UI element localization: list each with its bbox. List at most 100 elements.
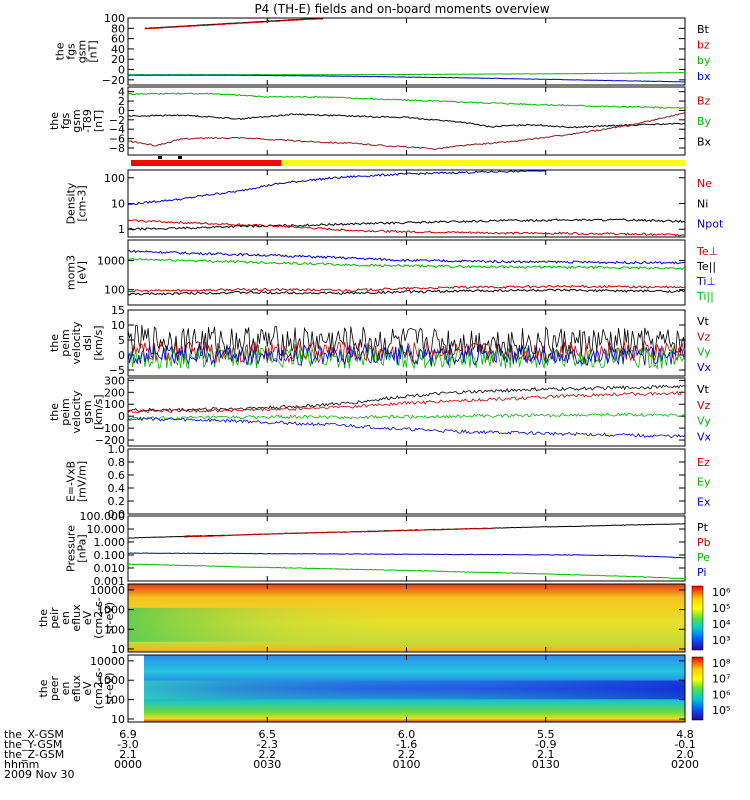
date-label: 2009 Nov 30	[4, 768, 74, 781]
colorbar-label: 10⁵	[712, 602, 730, 615]
y-tick-label: 5	[118, 334, 125, 347]
y-axis-label: peer	[48, 676, 61, 702]
series-line-vx	[127, 416, 686, 439]
y-tick-label: 100	[104, 12, 125, 25]
x-axis-value: -3.0	[117, 738, 138, 751]
y-tick-label: 0.2	[108, 495, 126, 508]
legend-entry: Pb	[697, 536, 711, 549]
x-axis-annotation: the_X-GSM 6.9 6.5 6.0 5.5 4.8 the_Y-GSM -3.0 -2.…	[4, 728, 699, 781]
legend-entry: Bx	[697, 135, 712, 148]
y-tick-label: 15	[111, 304, 125, 317]
series-line-by	[128, 72, 686, 76]
x-axis-value: 6.9	[119, 728, 137, 741]
series-line-vx	[127, 343, 686, 366]
y-tick-label: 1	[118, 223, 125, 236]
series-line-ti	[127, 249, 686, 265]
panel-frame	[127, 239, 686, 306]
legend-entry: Pt	[697, 521, 709, 534]
panel-frame	[127, 448, 686, 515]
series-line-ni	[128, 218, 686, 231]
y-tick-label: 10	[111, 643, 125, 656]
x-axis-row-label: hhmm	[4, 758, 39, 771]
panel-9: 10⁶ 10⁵ 10⁴ 10³ 10000 1000 100 10 thepeireneflux…	[37, 583, 731, 656]
y-tick-label: −5	[109, 364, 125, 377]
x-axis-value: -1.6	[396, 738, 417, 751]
x-axis-value: 2.1	[119, 748, 137, 761]
y-axis-label: the	[37, 609, 50, 627]
y-axis-label: (cm2-s-	[92, 668, 105, 710]
legend-entry: Ni	[697, 197, 708, 210]
y-axis-label: en	[59, 611, 72, 625]
series-line-pe	[127, 563, 686, 580]
x-axis-value: 2.2	[259, 748, 277, 761]
series-line-bz	[144, 18, 323, 30]
legend-entry: By	[697, 115, 712, 128]
y-tick-label: 40	[111, 43, 125, 56]
y-axis-label: (cm2-s-	[92, 597, 105, 639]
panel-7: 1.00.80.60.40.20.0 E=-VxB[mV/m] Ez Ey Ex	[65, 443, 711, 521]
x-axis-value: 2.2	[398, 748, 416, 761]
y-tick-label: 0.8	[108, 456, 126, 469]
y-axis-label: [nT]	[92, 110, 105, 132]
y-tick-label: 0.4	[108, 482, 126, 495]
y-tick-label: 2	[118, 95, 125, 108]
series-line-bz	[127, 111, 686, 151]
legend-entry: Bt	[697, 23, 710, 36]
y-axis-label: [nT]	[87, 40, 100, 62]
legend-entry: Ey	[697, 476, 711, 489]
mode-bar-fast	[131, 160, 282, 166]
y-axis-label: sr-eV)	[103, 602, 116, 634]
y-tick-label: 100.000	[80, 510, 126, 523]
panel-stack: 100806040200−20thefgsgsm[nT]Btbzbybx420−…	[37, 12, 731, 726]
y-tick-label: 1000	[97, 604, 125, 617]
y-tick-label: 0	[118, 64, 125, 77]
legend-entry: Pi	[697, 566, 706, 579]
y-tick-label: 1000	[97, 674, 125, 687]
y-axis-label: [cm-3]	[76, 185, 89, 221]
y-axis-label: peim	[59, 329, 72, 357]
y-axis-label: gsm	[81, 400, 94, 423]
colorbar	[691, 585, 704, 651]
series-line-pi	[127, 552, 686, 559]
y-tick-label: 100	[104, 398, 125, 411]
electron-data-gap	[128, 655, 144, 722]
x-axis-value: 0000	[114, 758, 142, 771]
legend-entry: Npot	[697, 218, 724, 231]
y-tick-label: 0	[118, 349, 125, 362]
x-axis-value: 0130	[532, 758, 560, 771]
x-axis-value: 6.5	[259, 728, 277, 741]
y-tick-label: −100	[95, 422, 125, 435]
y-tick-label: 1.0	[108, 443, 126, 456]
colorbar	[691, 656, 704, 721]
y-axis-label: mom3	[65, 255, 78, 290]
x-axis-value: 0200	[671, 758, 699, 771]
legend-entry: Vz	[697, 399, 711, 412]
colorbar-label: 10⁶	[712, 688, 731, 701]
y-axis-label: peim	[59, 398, 72, 426]
y-tick-label: 100	[104, 694, 125, 707]
y-axis-label: gsm	[76, 40, 89, 63]
series-line-npot	[127, 170, 546, 206]
legend-entry: Ez	[697, 456, 710, 469]
y-tick-label: 100	[104, 172, 125, 185]
legend-entry: Vz	[697, 330, 711, 343]
y-axis-label: velocity	[70, 390, 83, 433]
legend-entry: Ex	[697, 495, 711, 508]
chart-title: P4 (TH-E) fields and on-board moments ov…	[254, 2, 549, 16]
series-line-bx	[127, 113, 686, 129]
x-axis-row-label: the_X-GSM	[4, 728, 64, 741]
y-axis-label: velocity	[70, 321, 83, 364]
x-axis-value: 0030	[253, 758, 281, 771]
y-axis-label: Density	[65, 182, 78, 224]
legend-entry: by	[697, 54, 711, 67]
y-tick-label: 0.010	[94, 562, 126, 575]
y-axis-label: eV	[81, 610, 94, 625]
legend-entry: bz	[697, 39, 710, 52]
y-tick-label: 200	[104, 386, 125, 399]
series-line-te	[127, 288, 686, 296]
y-axis-label: dsl	[81, 335, 94, 351]
y-axis-label: [km/s]	[92, 325, 105, 360]
x-axis-row-label: the_Y-GSM	[4, 738, 62, 751]
panel-frame	[127, 86, 686, 156]
